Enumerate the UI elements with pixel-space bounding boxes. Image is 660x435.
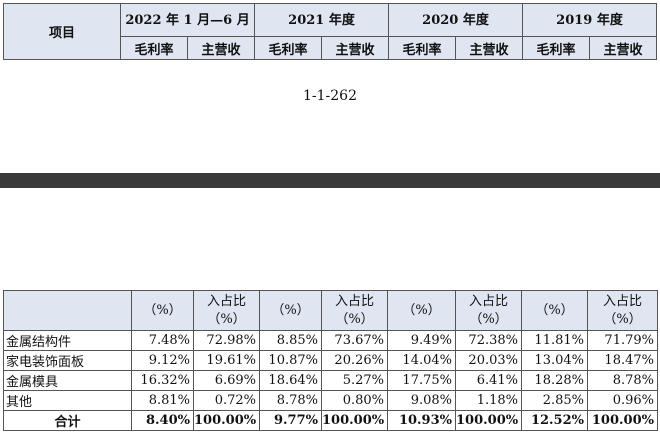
table-cell: 20.03%: [455, 350, 522, 371]
table-cell: 72.98%: [193, 330, 260, 351]
total-cell: 8.40%: [131, 410, 194, 431]
page-divider: [0, 173, 660, 188]
table-cell: 73.67%: [321, 330, 388, 351]
table-cell: 13.04%: [521, 350, 588, 371]
table-cell: 6.41%: [455, 370, 522, 391]
row-label: 其他: [3, 390, 132, 411]
total-cell: 100.00%: [193, 410, 260, 431]
table-cell: 14.04%: [387, 350, 456, 371]
table-cell: 18.64%: [259, 370, 322, 391]
header-revenue-share: 入占比（%）: [193, 290, 260, 331]
table-cell: 71.79%: [587, 330, 658, 351]
table-cell: 0.96%: [587, 390, 658, 411]
total-cell: 12.52%: [521, 410, 588, 431]
gross-margin-table: （%） 入占比（%） （%） 入占比（%） （%） 入占比（%） （%） 入占比…: [3, 290, 658, 431]
table-cell: 6.69%: [193, 370, 260, 391]
header-revenue-share: 入占比（%）: [455, 290, 522, 331]
item-header: 项目: [3, 3, 121, 60]
table-row: 其他 8.81% 0.72% 8.78% 0.80% 9.08% 1.18% 2…: [3, 390, 658, 411]
table-cell: 9.49%: [387, 330, 456, 351]
sub-header-revenue-share: 主营收: [186, 36, 256, 60]
table-cell: 11.81%: [521, 330, 588, 351]
header-pct: （%）: [387, 290, 456, 331]
row-label: 家电装饰面板: [3, 350, 132, 371]
table-cell: 5.27%: [321, 370, 388, 391]
sub-header-gross-margin: 毛利率: [254, 36, 323, 60]
table-cell: 18.28%: [521, 370, 588, 391]
period-header-2022h1: 2022 年 1 月—6 月: [119, 3, 256, 37]
sub-header-gross-margin: 毛利率: [388, 36, 457, 60]
sub-header-gross-margin: 毛利率: [120, 36, 188, 60]
blank-header-cell: [3, 290, 132, 331]
page-number: 1-1-262: [303, 88, 357, 104]
table-cell: 0.72%: [193, 390, 260, 411]
header-table: 项目 2022 年 1 月—6 月 2021 年度 2020 年度 2019 年…: [3, 3, 658, 60]
total-row: 合计 8.40% 100.00% 9.77% 100.00% 10.93% 10…: [3, 410, 658, 431]
table-cell: 1.18%: [455, 390, 522, 411]
total-cell: 100.00%: [321, 410, 388, 431]
table-cell: 8.81%: [131, 390, 194, 411]
header-revenue-share: 入占比（%）: [321, 290, 388, 331]
table-cell: 8.78%: [587, 370, 658, 391]
total-cell: 9.77%: [259, 410, 322, 431]
table-cell: 10.87%: [259, 350, 322, 371]
table-cell: 7.48%: [131, 330, 194, 351]
table-cell: 0.80%: [321, 390, 388, 411]
table-cell: 8.78%: [259, 390, 322, 411]
table-cell: 16.32%: [131, 370, 194, 391]
table-row: 金属结构件 7.48% 72.98% 8.85% 73.67% 9.49% 72…: [3, 330, 658, 351]
total-label: 合计: [3, 410, 132, 431]
sub-header-revenue-share: 主营收: [589, 36, 658, 60]
table-cell: 72.38%: [455, 330, 522, 351]
header-pct: （%）: [521, 290, 588, 331]
table-cell: 18.47%: [587, 350, 658, 371]
row-label: 金属模具: [3, 370, 132, 391]
sub-header-revenue-share: 主营收: [321, 36, 390, 60]
period-header-2019: 2019 年度: [522, 3, 658, 37]
period-header-2021: 2021 年度: [254, 3, 390, 37]
table-row: 金属模具 16.32% 6.69% 18.64% 5.27% 17.75% 6.…: [3, 370, 658, 391]
table-cell: 19.61%: [193, 350, 260, 371]
header-pct: （%）: [131, 290, 194, 331]
table-cell: 17.75%: [387, 370, 456, 391]
table-cell: 2.85%: [521, 390, 588, 411]
total-cell: 100.00%: [587, 410, 658, 431]
header-pct: （%）: [259, 290, 322, 331]
table-cell: 9.08%: [387, 390, 456, 411]
table-row: 家电装饰面板 9.12% 19.61% 10.87% 20.26% 14.04%…: [3, 350, 658, 371]
table-cell: 9.12%: [131, 350, 194, 371]
table-cell: 8.85%: [259, 330, 322, 351]
total-cell: 100.00%: [455, 410, 522, 431]
total-cell: 10.93%: [387, 410, 456, 431]
period-header-2020: 2020 年度: [388, 3, 524, 37]
sub-header-revenue-share: 主营收: [455, 36, 524, 60]
header-revenue-share: 入占比（%）: [587, 290, 658, 331]
row-label: 金属结构件: [3, 330, 132, 351]
table-cell: 20.26%: [321, 350, 388, 371]
sub-header-gross-margin: 毛利率: [522, 36, 591, 60]
